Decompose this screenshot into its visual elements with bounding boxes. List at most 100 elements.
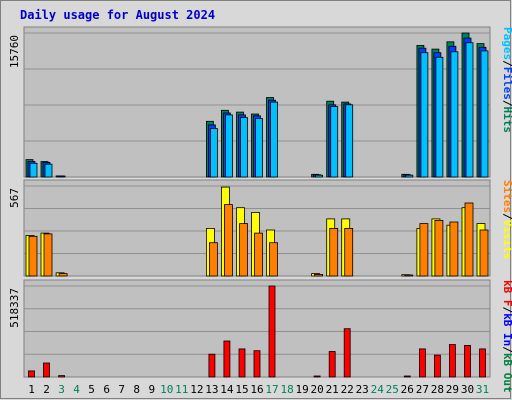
bar-kb-f [343, 328, 351, 378]
bar-pages [480, 50, 489, 178]
x-tick-label: 7 [118, 383, 125, 396]
bar-kb-f [403, 375, 411, 378]
x-tick-label: 30 [461, 383, 474, 396]
bar-kb-f [418, 348, 426, 378]
legend-entry: / [501, 100, 512, 107]
x-tick-label: 17 [265, 383, 278, 396]
legend-entry: / [501, 307, 512, 314]
bar-kb-f [253, 350, 261, 378]
bar-sites [58, 273, 68, 277]
legend-entry: / [501, 213, 512, 220]
y-max-label: 15760 [8, 35, 21, 68]
bar-kb-f [268, 285, 276, 378]
x-tick-label: 19 [295, 383, 308, 396]
x-tick-label: 5 [88, 383, 95, 396]
x-tick-label: 13 [205, 383, 218, 396]
legend-entry: Files [501, 67, 512, 100]
bar-sites [314, 273, 324, 277]
bar-sites [208, 242, 218, 277]
bar-kb-f [58, 375, 65, 378]
bar-sites [223, 204, 233, 277]
x-tick-label: 4 [73, 383, 80, 396]
chart-title: Daily usage for August 2024 [20, 8, 215, 22]
legend-entry: kB In [501, 313, 512, 346]
bar-pages [405, 174, 414, 178]
legend-entry: kB F [501, 280, 512, 307]
bar-pages [345, 104, 354, 178]
x-tick-label: 20 [310, 383, 323, 396]
x-tick-label: 25 [386, 383, 399, 396]
bar-kb-f [223, 340, 231, 378]
bar-sites [269, 242, 278, 277]
bar-kb-f [433, 354, 441, 378]
bar-kb-f [328, 351, 336, 378]
bar-sites [449, 221, 459, 277]
x-tick-label: 3 [58, 383, 65, 396]
bar-kb-f [238, 348, 246, 378]
x-tick-label: 31 [476, 383, 489, 396]
panel-legend: Pages/Files/Hits [501, 27, 512, 133]
legend-entry: / [501, 346, 512, 353]
bar-kb-f [448, 344, 456, 378]
legend-entry: Pages [501, 27, 512, 60]
x-tick-label: 24 [371, 383, 385, 396]
chart-panels: 15760Pages/Files/Hits567Sites/Visits5183… [8, 26, 512, 393]
x-tick-label: 23 [356, 383, 369, 396]
bar-pages [465, 42, 474, 178]
bar-sites [239, 223, 248, 277]
x-tick-labels: 1 2 3 4 5 6 7 8 9 10 11 12 13 14 15 16 17 18 19 20 21 22 23 24 2… [28, 383, 489, 396]
x-tick-label: 15 [235, 383, 248, 396]
legend-entry: kB Out [501, 353, 512, 393]
legend-entry: Hits [501, 107, 512, 134]
x-tick-label: 22 [341, 383, 354, 396]
x-tick-label: 28 [431, 383, 444, 396]
bar-pages [224, 114, 233, 178]
bar-pages [450, 51, 459, 178]
bar-sites [254, 232, 263, 277]
x-tick-label: 29 [446, 383, 459, 396]
bar-pages [330, 106, 339, 178]
bar-kb-f [313, 375, 321, 378]
bar-kb-f [464, 344, 471, 378]
x-tick-label: 9 [148, 383, 155, 396]
x-tick-label: 12 [190, 383, 203, 396]
x-tick-label: 1 [28, 383, 35, 396]
bar-sites [404, 274, 414, 277]
legend-entry: Visits [501, 220, 512, 260]
bar-sites [43, 233, 53, 277]
panel-legend: kB F/kB In/kB Out [501, 280, 512, 393]
y-max-label: 518337 [8, 288, 21, 328]
bar-kb-f [43, 362, 50, 378]
bar-sites [28, 235, 38, 277]
bar-pages [44, 163, 53, 178]
x-tick-label: 6 [103, 383, 110, 396]
bar-pages [435, 56, 444, 178]
bar-kb-f [208, 353, 216, 378]
legend-entry: / [501, 60, 512, 67]
x-tick-label: 26 [401, 383, 414, 396]
x-tick-label: 18 [280, 383, 293, 396]
bar-pages [270, 101, 278, 178]
bar-files [57, 175, 66, 178]
x-tick-label: 21 [326, 383, 339, 396]
x-tick-label: 27 [416, 383, 429, 396]
bar-sites [329, 227, 339, 277]
bar-pages [255, 118, 263, 178]
panel-legend: Sites/Visits [501, 180, 512, 260]
y-max-label: 567 [8, 188, 21, 208]
panel-visits-sites: 567 Sites/Visits [8, 179, 512, 277]
x-tick-label: 2 [43, 383, 50, 396]
x-tick-label: 11 [175, 383, 188, 396]
bar-pages [315, 174, 324, 178]
bar-sites [464, 202, 474, 277]
bar-pages [29, 162, 38, 178]
bar-sites [344, 227, 354, 277]
x-tick-label: 8 [133, 383, 140, 396]
x-tick-label: 16 [250, 383, 263, 396]
bar-kb-f [479, 348, 486, 378]
legend-entry: Sites [501, 180, 512, 213]
